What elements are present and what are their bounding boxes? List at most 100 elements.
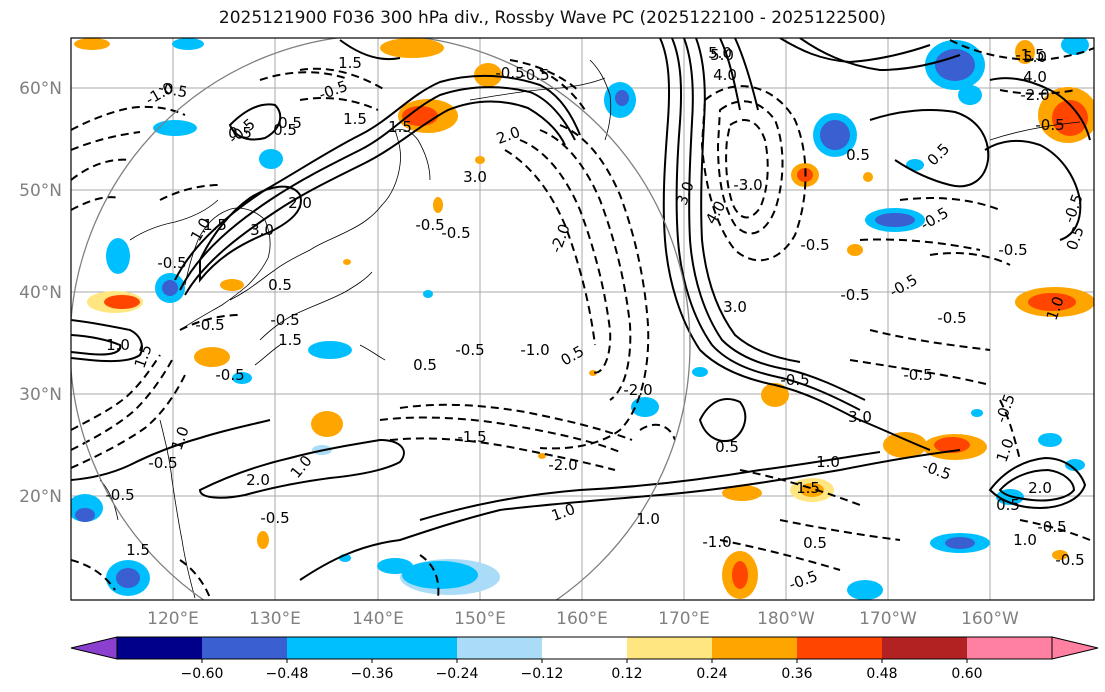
contour-label: -3.0 xyxy=(733,176,762,194)
contour-label: -0.5 xyxy=(520,66,549,84)
colorbar: −0.60 −0.48 −0.36 −0.24 −0.12 0.12 0.24 0.36 0.4… xyxy=(70,636,1099,682)
latitude-label: 60°N xyxy=(19,79,62,99)
contour-label: 4.0 xyxy=(1023,68,1047,86)
colorbar-segment xyxy=(287,637,372,659)
contour-label: 5.0 xyxy=(1023,48,1047,66)
latitude-label: 40°N xyxy=(19,283,62,303)
contour-label: 1.0 xyxy=(106,336,130,354)
longitude-label: 170°E xyxy=(658,609,710,629)
contour-label: 1.5 xyxy=(338,54,362,72)
colorbar-segment xyxy=(372,637,457,659)
colorbar-over-arrow xyxy=(1051,636,1099,660)
colorbar-segment xyxy=(542,637,627,659)
contour-label: -0.5 xyxy=(840,286,869,304)
contour-label: -0.5 xyxy=(937,309,966,327)
contour-label: -0.5 xyxy=(1035,116,1064,134)
contour-label: -0.5 xyxy=(270,311,299,329)
contour-label: -0.5 xyxy=(148,454,177,472)
colorbar-tick-label: −0.48 xyxy=(266,666,309,682)
longitude-labels: 120°E 130°E 140°E 150°E 160°E 170°E 180°W 170°W… xyxy=(147,609,1019,629)
latitude-labels: 60°N 50°N 40°N 30°N 20°N xyxy=(19,79,62,507)
map-title: 2025121900 F036 300 hPa div., Rossby Wav… xyxy=(218,8,887,28)
contour-label: -0.5 xyxy=(260,509,289,527)
latitude-label: 50°N xyxy=(19,181,62,201)
contour-label: 5.0 xyxy=(710,46,734,64)
colorbar-frame xyxy=(116,636,1053,660)
contour-label: -0.5 xyxy=(1037,518,1066,536)
contour-label: 2.0 xyxy=(246,471,270,489)
colorbar-tick-label: −0.36 xyxy=(351,666,394,682)
longitude-label: 180°W xyxy=(757,609,815,629)
range-circle xyxy=(71,38,691,600)
graticule xyxy=(71,38,1094,600)
contour-label: 1.5 xyxy=(343,110,367,128)
divergence-shading xyxy=(71,38,1094,600)
contour-label: -0.5 xyxy=(157,254,186,272)
contour-label: 2.0 xyxy=(1028,479,1052,497)
contour-label: 1.5 xyxy=(796,479,820,497)
contour-label: 0.5 xyxy=(413,356,437,374)
colorbar-segment xyxy=(117,637,202,659)
coastlines xyxy=(99,59,1081,599)
contour-label: -0.5 xyxy=(105,486,134,504)
contour-label: 1.5 xyxy=(126,541,150,559)
longitude-label: 160°W xyxy=(961,609,1019,629)
contour-label: 3.0 xyxy=(848,408,872,426)
longitude-label: 140°E xyxy=(352,609,404,629)
contour-label: 0.5 xyxy=(803,534,827,552)
colorbar-tick-label: 0.60 xyxy=(951,666,982,682)
contour-label: -1.5 xyxy=(457,428,486,446)
map-frame xyxy=(70,37,1095,601)
contour-label: -2.0 xyxy=(548,456,577,474)
colorbar-segment xyxy=(967,637,1052,659)
colorbar-segment xyxy=(797,637,882,659)
colorbar-segment xyxy=(457,637,542,659)
contour-label: 0.5 xyxy=(846,146,870,164)
contour-label: 0.5 xyxy=(268,276,292,294)
colorbar-tick-label: −0.24 xyxy=(436,666,479,682)
colorbar-tick-label: 0.36 xyxy=(781,666,812,682)
colorbar-under-arrow xyxy=(70,636,118,660)
longitude-label: 170°W xyxy=(859,609,917,629)
contour-label: -1.5 xyxy=(1015,46,1044,64)
negative-contours xyxy=(71,39,1094,599)
contour-label: 3.0 xyxy=(250,221,274,239)
contour-label: 2.0 xyxy=(288,194,312,212)
contour-label: 0.5 xyxy=(715,438,739,456)
colorbar-tick-label: 0.48 xyxy=(866,666,897,682)
longitude-label: 150°E xyxy=(454,609,506,629)
contour-label: -0.5 xyxy=(780,371,809,389)
colorbar-segment xyxy=(627,637,712,659)
contour-label: -0.5 xyxy=(495,64,524,82)
contour-label: 1.5 xyxy=(278,331,302,349)
contour-label: -2.0 xyxy=(623,381,652,399)
contour-label: -0.5 xyxy=(998,241,1027,259)
contour-label: 5.0 xyxy=(708,44,732,62)
contour-label: -0.5 xyxy=(415,216,444,234)
contour-label: -0.5 xyxy=(1055,551,1084,569)
latitude-label: 30°N xyxy=(19,385,62,405)
contour-label: 4.0 xyxy=(713,66,737,84)
colorbar-tick-label: −0.12 xyxy=(521,666,564,682)
contour-label: -0.5 xyxy=(157,79,189,102)
contour-label: -0.5 xyxy=(215,366,244,384)
contour-label: 0.5 xyxy=(273,121,297,139)
contour-label: 1.0 xyxy=(1013,531,1037,549)
contour-label: -0.5 xyxy=(800,236,829,254)
colorbar-tick-label: −0.60 xyxy=(181,666,224,682)
colorbar-segment xyxy=(712,637,797,659)
contour-label: 1.5 xyxy=(203,216,227,234)
contour-label: 0.5 xyxy=(228,124,252,142)
colorbar-tick-label: 0.12 xyxy=(611,666,642,682)
contour-label: -1.0 xyxy=(520,341,549,359)
colorbar-segment xyxy=(202,637,287,659)
positive-contours xyxy=(71,38,1091,581)
contour-label: 3.0 xyxy=(463,168,487,186)
latitude-label: 20°N xyxy=(19,487,62,507)
contour-label: -0.5 xyxy=(195,316,224,334)
contour-label: -0.5 xyxy=(903,366,932,384)
longitude-label: 120°E xyxy=(147,609,199,629)
contour-label: 1.0 xyxy=(816,453,840,471)
contour-label: 1.5 xyxy=(388,118,412,136)
longitude-label: 160°E xyxy=(556,609,608,629)
